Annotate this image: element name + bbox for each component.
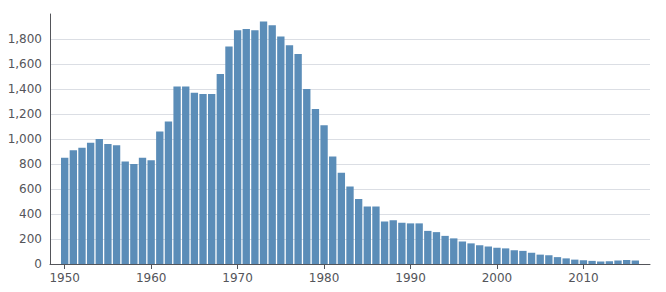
svg-text:1,800: 1,800 xyxy=(8,32,42,46)
svg-text:200: 200 xyxy=(19,232,42,246)
svg-text:1,400: 1,400 xyxy=(8,82,42,96)
svg-text:1960: 1960 xyxy=(136,271,167,285)
svg-text:1,200: 1,200 xyxy=(8,107,42,121)
svg-text:1980: 1980 xyxy=(309,271,340,285)
svg-text:1970: 1970 xyxy=(222,271,253,285)
svg-text:0: 0 xyxy=(34,257,42,271)
svg-text:2000: 2000 xyxy=(482,271,513,285)
svg-text:1,000: 1,000 xyxy=(8,132,42,146)
svg-text:800: 800 xyxy=(19,157,42,171)
svg-text:400: 400 xyxy=(19,207,42,221)
svg-text:1,600: 1,600 xyxy=(8,57,42,71)
svg-text:1950: 1950 xyxy=(49,271,80,285)
svg-text:2010: 2010 xyxy=(568,271,599,285)
svg-text:600: 600 xyxy=(19,182,42,196)
svg-text:1990: 1990 xyxy=(395,271,426,285)
